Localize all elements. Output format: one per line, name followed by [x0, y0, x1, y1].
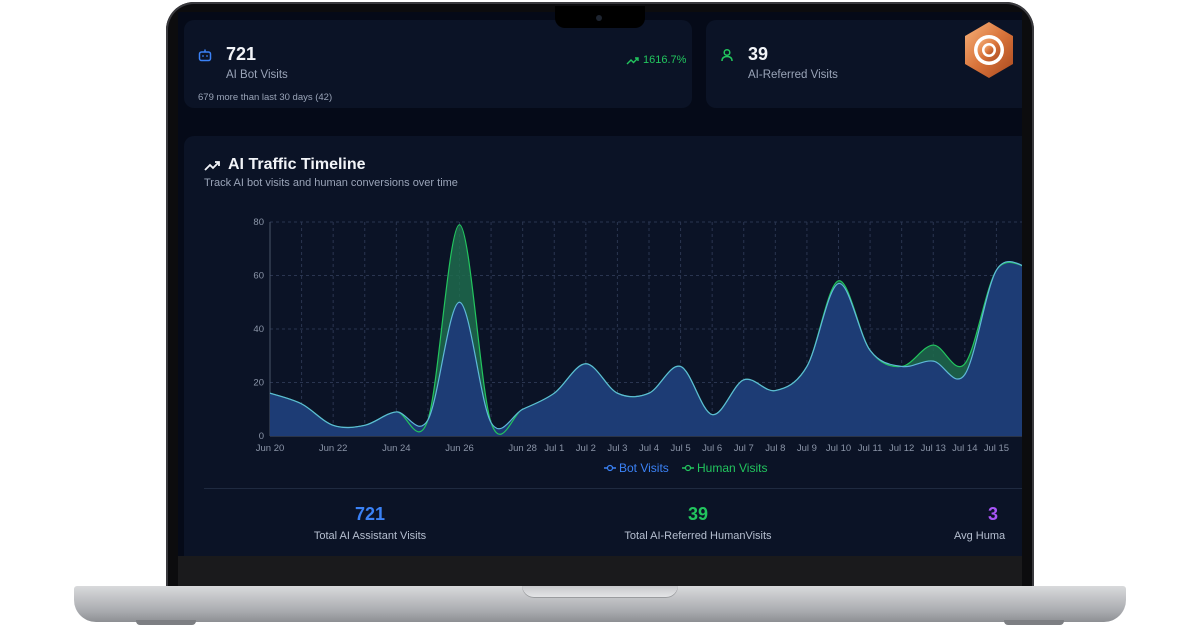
- x-tick-label: Jul 15: [984, 443, 1009, 454]
- total-human-visits: 39 Total AI-Referred HumanVisits: [588, 504, 808, 542]
- y-tick-label: 20: [253, 378, 264, 389]
- laptop-opening-notch: [522, 586, 678, 598]
- divider: [204, 488, 1022, 489]
- x-tick-label: Jul 4: [639, 443, 659, 454]
- robot-icon: [198, 49, 212, 62]
- laptop-foot-left: [136, 620, 196, 625]
- x-tick-label: Jul 7: [734, 443, 754, 454]
- y-tick-label: 60: [253, 271, 264, 282]
- ai-referred-visits-value: 39: [748, 44, 769, 64]
- trend-value: 1616.7%: [643, 54, 687, 66]
- bot-visits-area: [270, 261, 1022, 436]
- timeline-subtitle: Track AI bot visits and human conversion…: [204, 177, 458, 189]
- avg-human-visits-value: 3: [988, 504, 999, 524]
- trend-badge: 1616.7%: [626, 54, 686, 66]
- legend-human-visits-label: Human Visits: [697, 461, 767, 475]
- ai-referred-visits-label: AI-Referred Visits: [748, 69, 838, 81]
- brand-logo-icon: [965, 22, 1013, 78]
- y-tick-label: 80: [253, 217, 264, 228]
- legend-human-visits-swatch-dot: [684, 464, 692, 472]
- x-tick-label: Jul 13: [921, 443, 946, 454]
- camera-notch: [555, 6, 645, 28]
- avg-human-visits-label: Avg Huma: [954, 530, 1006, 542]
- total-human-visits-value: 39: [687, 504, 709, 524]
- legend-bot-visits-swatch-dot: [606, 464, 614, 472]
- x-tick-label: Jul 12: [889, 443, 914, 454]
- ai-bot-visits-value: 721: [226, 44, 257, 64]
- x-tick-label: Jul 1: [544, 443, 564, 454]
- x-tick-label: Jul 9: [797, 443, 817, 454]
- total-bot-visits: 721 Total AI Assistant Visits: [260, 504, 480, 542]
- x-tick-label: Jun 26: [445, 443, 474, 454]
- y-tick-label: 0: [259, 431, 264, 442]
- x-tick-label: Jun 22: [319, 443, 348, 454]
- user-icon: [721, 48, 733, 62]
- laptop-foot-right: [1004, 620, 1064, 625]
- x-tick-label: Jun 28: [508, 443, 537, 454]
- x-tick-label: Jul 3: [607, 443, 627, 454]
- ai-traffic-timeline-panel: AI Traffic Timeline Track AI bot visits …: [184, 136, 1022, 556]
- x-tick-label: Jul 2: [576, 443, 596, 454]
- bot-visits-line: [269, 260, 1022, 430]
- legend-bot-visits-label: Bot Visits: [619, 461, 669, 475]
- ai-traffic-chart[interactable]: 0 20 40 60 80 Jun 20 Jun 22 Jun 24 Jun 26 Jun 28 J…: [184, 136, 1022, 486]
- trending-up-icon: [626, 56, 639, 64]
- y-tick-label: 40: [253, 324, 264, 335]
- ai-bot-visits-label: AI Bot Visits: [226, 69, 288, 81]
- total-bot-visits-value: 721: [354, 504, 386, 524]
- x-tick-label: Jul 11: [858, 443, 883, 454]
- total-bot-visits-label: Total AI Assistant Visits: [313, 530, 427, 542]
- camera-icon: [596, 15, 602, 21]
- x-tick-label: Jun 24: [382, 443, 411, 454]
- ai-bot-visits-comparison: 679 more than last 30 days (42): [198, 92, 333, 103]
- avg-human-visits: 3 Avg Huma: [954, 504, 1022, 542]
- trending-up-icon: [204, 160, 220, 171]
- x-tick-label: Jul 6: [702, 443, 722, 454]
- screen-bezel-bottom: [178, 556, 1022, 586]
- total-human-visits-label: Total AI-Referred HumanVisits: [624, 530, 772, 542]
- x-tick-label: Jun 20: [256, 443, 285, 454]
- x-tick-label: Jul 8: [765, 443, 785, 454]
- ai-bot-visits-card[interactable]: 721 AI Bot Visits 679 more than last 30 …: [184, 20, 692, 108]
- x-tick-label: Jul 14: [952, 443, 977, 454]
- x-tick-label: Jul 10: [826, 443, 851, 454]
- dashboard-screen: 721 AI Bot Visits 679 more than last 30 …: [178, 12, 1022, 556]
- timeline-title: AI Traffic Timeline: [204, 156, 366, 174]
- x-tick-label: Jul 5: [671, 443, 691, 454]
- timeline-title-text: AI Traffic Timeline: [228, 156, 366, 173]
